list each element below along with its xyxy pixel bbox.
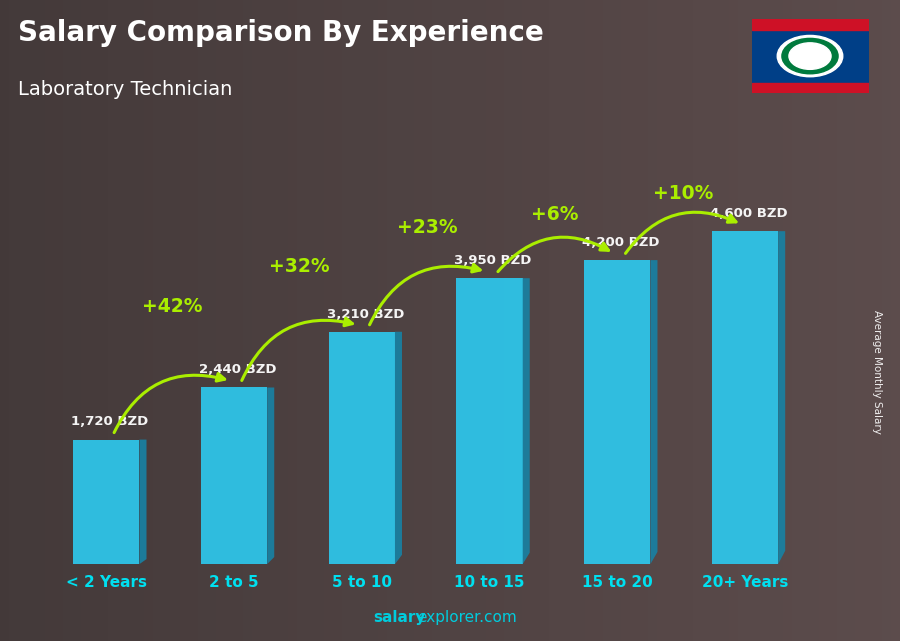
Bar (73, 440, 140, 564)
Text: salary: salary (374, 610, 426, 625)
Text: 4,200 BZD: 4,200 BZD (582, 236, 660, 249)
Text: +42%: +42% (141, 297, 202, 316)
Text: 3,210 BZD: 3,210 BZD (327, 308, 404, 320)
Circle shape (782, 38, 838, 74)
FancyArrowPatch shape (114, 374, 225, 433)
Polygon shape (395, 332, 402, 564)
Polygon shape (523, 278, 530, 564)
Polygon shape (140, 440, 147, 564)
Text: Average Monthly Salary: Average Monthly Salary (872, 310, 883, 434)
Bar (712, 231, 778, 564)
Text: +32%: +32% (269, 257, 329, 276)
Circle shape (789, 43, 831, 69)
Bar (456, 278, 523, 564)
Polygon shape (651, 260, 658, 564)
Circle shape (778, 35, 842, 77)
Text: +23%: +23% (397, 219, 457, 237)
Polygon shape (778, 231, 785, 564)
Text: +6%: +6% (531, 205, 579, 224)
FancyArrowPatch shape (370, 264, 481, 325)
Text: explorer.com: explorer.com (417, 610, 517, 625)
Text: Salary Comparison By Experience: Salary Comparison By Experience (18, 19, 544, 47)
Bar (584, 260, 651, 564)
Bar (201, 388, 267, 564)
Text: +10%: +10% (652, 185, 713, 203)
Bar (328, 332, 395, 564)
Text: 1,720 BZD: 1,720 BZD (71, 415, 148, 428)
FancyArrowPatch shape (626, 212, 736, 253)
Text: 3,950 BZD: 3,950 BZD (454, 254, 532, 267)
Text: 4,600 BZD: 4,600 BZD (710, 207, 788, 220)
Polygon shape (267, 388, 274, 564)
Bar (752, 19, 868, 29)
FancyArrowPatch shape (498, 237, 608, 272)
FancyArrowPatch shape (242, 318, 353, 381)
Text: 2,440 BZD: 2,440 BZD (199, 363, 276, 376)
Bar (752, 83, 868, 93)
Text: Laboratory Technician: Laboratory Technician (18, 80, 232, 99)
